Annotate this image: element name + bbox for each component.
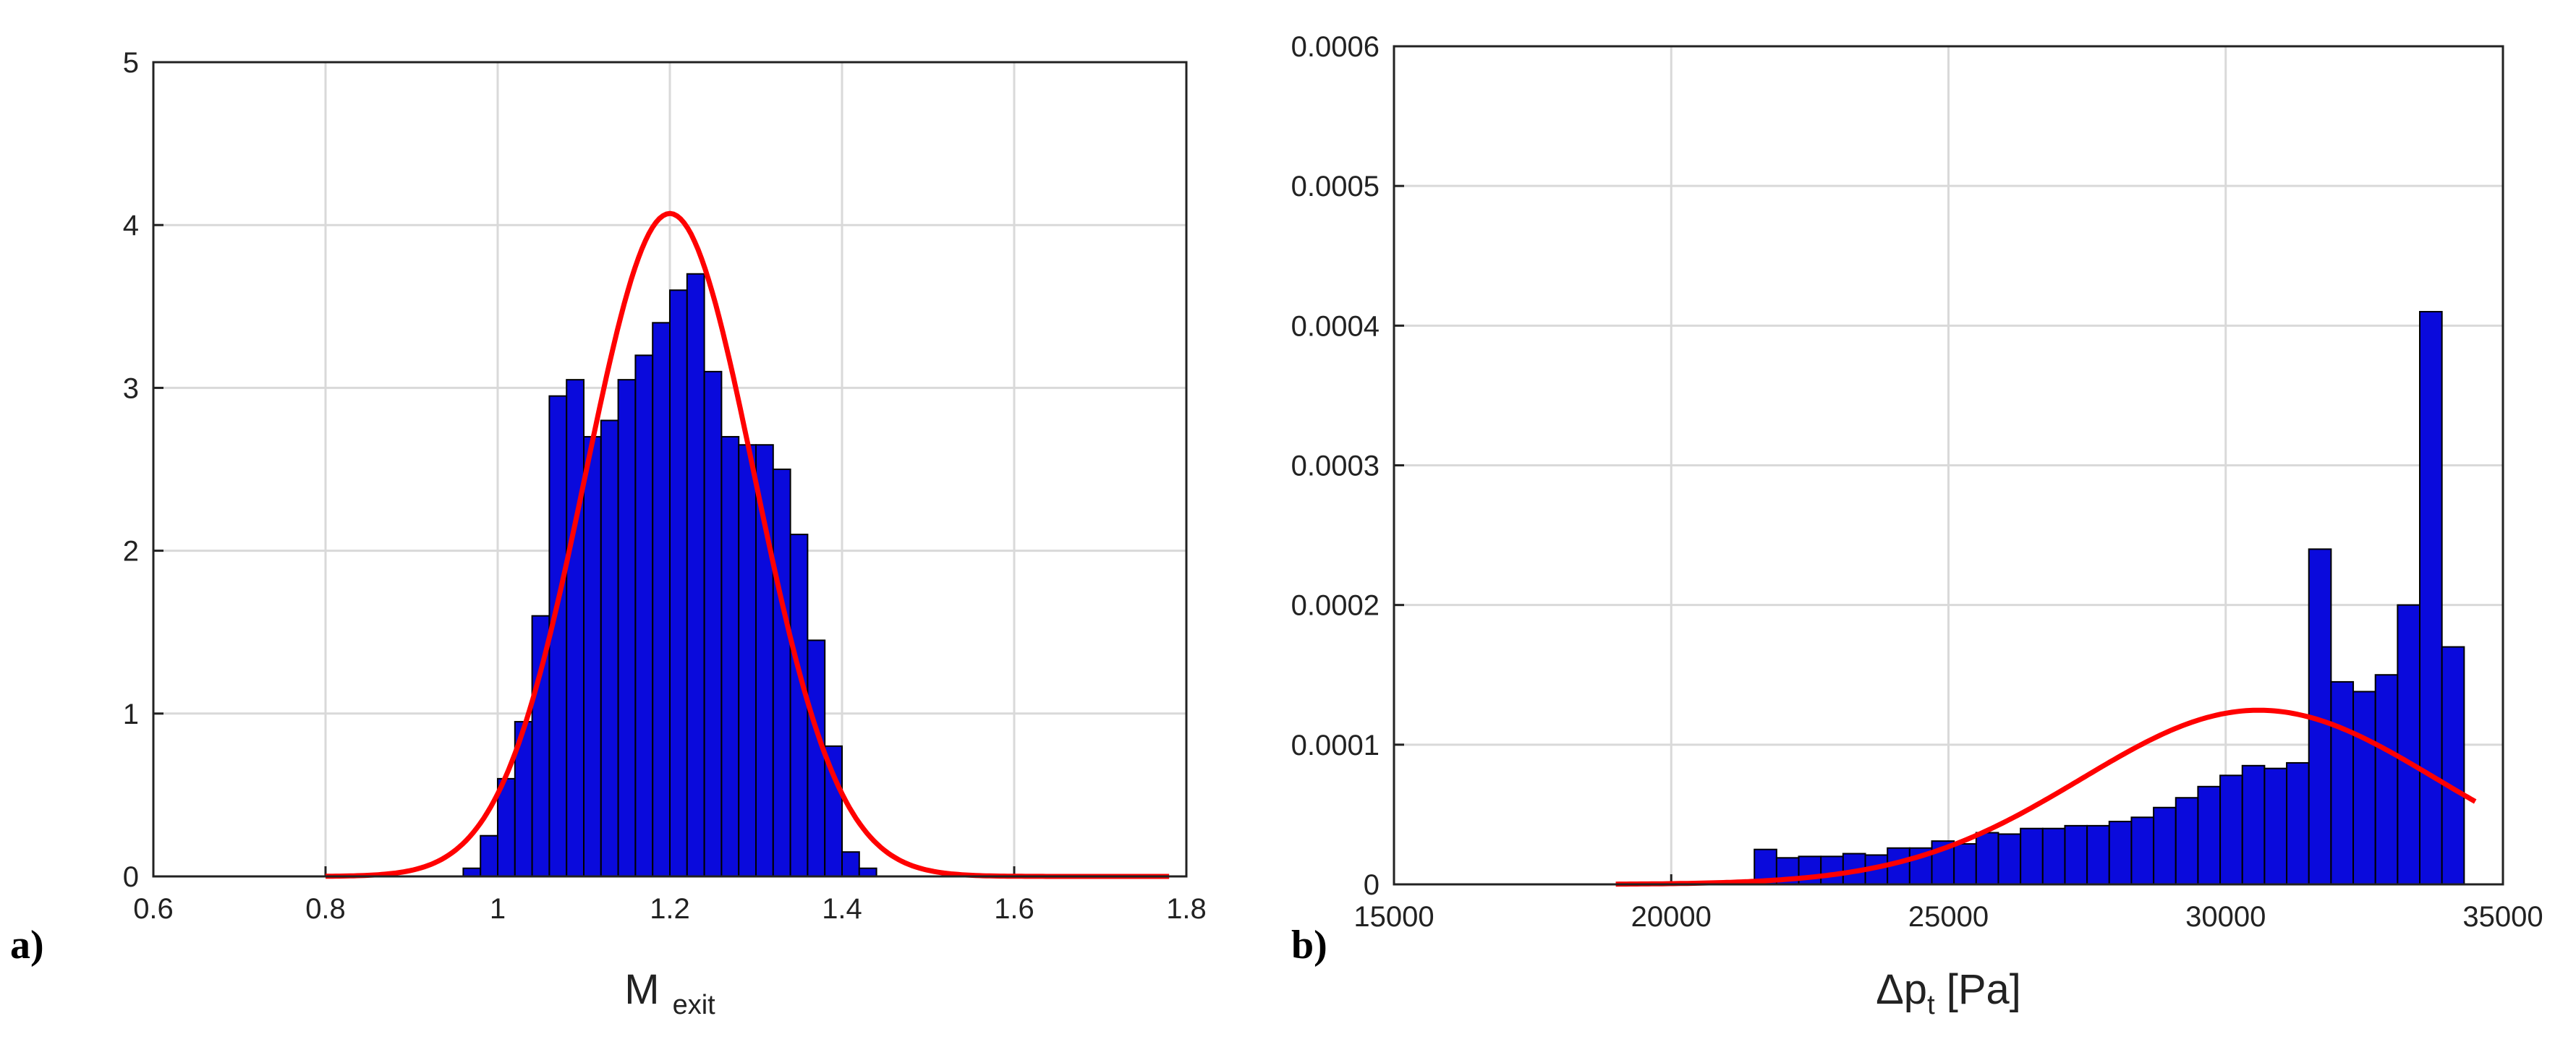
x-axis-label-sub-b: t (1927, 990, 1935, 1020)
y-tick-label: 1 (123, 699, 139, 730)
histogram-bar (2241, 764, 2266, 886)
histogram-bar (703, 370, 723, 877)
histogram-bar (634, 354, 654, 877)
y-tick-labels-a: 0 1 2 3 4 5 (123, 47, 139, 893)
y-tick-labels-b: 0 0.0001 0.0002 0.0003 0.0004 0.0005 0.0006 (1291, 31, 1380, 901)
y-tick-label: 0 (1364, 869, 1380, 901)
y-tick-label: 4 (123, 210, 139, 242)
histogram-bar (2175, 797, 2199, 886)
histogram-bar (2419, 311, 2443, 885)
x-tick-label: 1 (490, 893, 506, 925)
y-tick-label: 0.0001 (1291, 730, 1380, 761)
x-axis-label-main-a: M (624, 966, 659, 1013)
y-tick-label: 0.0005 (1291, 171, 1380, 202)
histogram-bar (617, 379, 637, 877)
histogram-bar (2020, 827, 2044, 885)
axes-frame-a (152, 61, 1188, 878)
fit-curve-b (1615, 707, 2477, 887)
y-tick-label: 0 (123, 861, 139, 893)
histogram-panel-b: 15000 20000 25000 30000 35000 00.00010.00020… (1291, 31, 2543, 1020)
histogram-bar (583, 435, 602, 877)
x-axis-label-sub-a: exit (673, 990, 716, 1020)
histogram-bar (600, 419, 619, 877)
histogram-bar (2041, 827, 2066, 885)
histogram-bar (1953, 842, 1977, 886)
histogram-bar (772, 469, 791, 877)
x-tick-labels-a: 0.6 0.8 1 1.2 1.4 1.6 1.8 (133, 893, 1207, 925)
histogram-bar (2086, 824, 2110, 885)
histogram-bar (807, 639, 826, 878)
x-tick-label: 20000 (1631, 901, 1712, 933)
histogram-bar (2263, 767, 2288, 885)
histogram-bar (652, 322, 671, 877)
histogram-bar (1975, 832, 1999, 885)
y-tick-label: 5 (123, 47, 139, 79)
histogram-bar (2219, 774, 2243, 885)
histogram-bar (566, 379, 585, 877)
x-axis-label-b: Δpt [Pa] (1876, 966, 2021, 1020)
x-tick-label: 1.2 (650, 893, 690, 925)
histogram-bar (2352, 691, 2376, 885)
histogram-bar (2153, 806, 2177, 885)
histogram-bar (686, 273, 705, 877)
x-tick-label: 30000 (2185, 901, 2266, 933)
x-tick-label: 1.6 (994, 893, 1034, 925)
x-tick-label: 0.8 (305, 893, 346, 925)
histogram-bar (1997, 833, 2022, 885)
x-axis-label-unit-b: [Pa] (1935, 966, 2021, 1013)
histogram-bar (841, 851, 860, 877)
x-tick-label: 25000 (1908, 901, 1989, 933)
x-tick-labels-b: 15000 20000 25000 30000 35000 (1353, 901, 2543, 933)
bars-b (1754, 311, 2465, 886)
histogram-bar (789, 534, 809, 878)
x-tick-label: 1.8 (1166, 893, 1207, 925)
histogram-bar (2397, 604, 2421, 886)
histogram-bar (755, 444, 774, 877)
histogram-bar (2374, 674, 2399, 885)
x-tick-label: 1.4 (822, 893, 862, 925)
histogram-bar (2330, 680, 2355, 885)
histogram-bar (720, 435, 740, 877)
histogram-bar (2064, 824, 2088, 885)
histogram-bar (2441, 646, 2465, 885)
panel-label-b: b) (1291, 923, 1327, 968)
histogram-bar (2197, 785, 2222, 885)
x-tick-label: 15000 (1353, 901, 1434, 933)
y-tick-label: 0.0006 (1291, 31, 1380, 63)
histogram-bar (738, 444, 757, 877)
histogram-bar (858, 867, 877, 877)
histogram-bar (2130, 816, 2155, 886)
y-tick-label: 0.0004 (1291, 310, 1380, 342)
x-axis-label-main-b: Δp (1876, 966, 1927, 1013)
histogram-bar (2286, 761, 2310, 885)
x-tick-label: 0.6 (133, 893, 174, 925)
histogram-bar (480, 834, 499, 877)
histogram-bar (2108, 821, 2133, 885)
histogram-bar (1820, 855, 1844, 886)
axes-frame-b (1393, 45, 2504, 886)
y-tick-label: 2 (123, 536, 139, 568)
histogram-bar (462, 867, 482, 877)
y-tick-label: 0.0003 (1291, 450, 1380, 482)
panel-label-a: a) (10, 923, 44, 968)
bars-a (462, 273, 877, 878)
y-tick-label: 0.0002 (1291, 590, 1380, 622)
x-tick-label: 35000 (2462, 901, 2543, 933)
y-tick-label: 3 (123, 372, 139, 404)
histogram-bar (669, 289, 688, 877)
